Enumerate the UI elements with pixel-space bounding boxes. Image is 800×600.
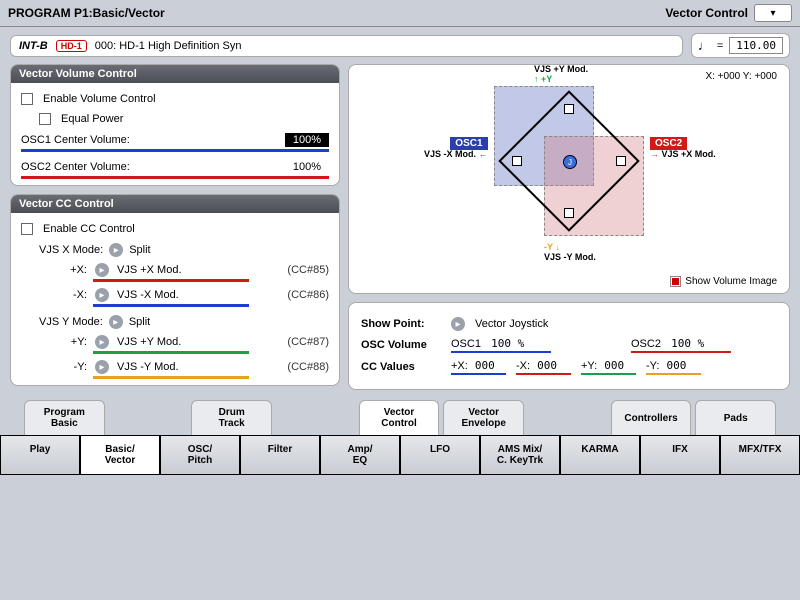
osc1-center-value[interactable]: 100%: [285, 133, 329, 147]
marker-left: [512, 156, 522, 166]
enable-cc-checkbox[interactable]: [21, 223, 33, 235]
main-tab[interactable]: KARMA: [560, 435, 640, 475]
volume-control-panel: Vector Volume Control Enable Volume Cont…: [10, 64, 340, 186]
bank-label: INT-B: [19, 40, 48, 52]
sub-tab[interactable]: ProgramBasic: [24, 400, 105, 435]
chevron-down-icon: ▾: [770, 8, 775, 19]
arrow-right-icon[interactable]: ▸: [95, 288, 109, 302]
arrow-right-icon[interactable]: ▸: [451, 317, 465, 331]
cc-control-panel: Vector CC Control Enable CC Control VJS …: [10, 194, 340, 386]
py-name[interactable]: VJS +Y Mod.: [117, 336, 279, 348]
tempo-value[interactable]: 110.00: [729, 37, 783, 54]
info-panel: Show Point: ▸ Vector Joystick OSC Volume…: [348, 302, 790, 390]
main-tab[interactable]: OSC/Pitch: [160, 435, 240, 475]
patch-name: 000: HD-1 High Definition Syn: [95, 40, 242, 52]
main-tab[interactable]: LFO: [400, 435, 480, 475]
sub-tab[interactable]: Pads: [695, 400, 776, 435]
main-tab[interactable]: IFX: [640, 435, 720, 475]
patch-selector[interactable]: INT-B HD-1 000: HD-1 High Definition Syn: [10, 35, 683, 57]
equal-power-checkbox[interactable]: [39, 113, 51, 125]
marker-top: [564, 104, 574, 114]
arrow-right-icon[interactable]: ▸: [109, 315, 123, 329]
osc2-center-label: OSC2 Center Volume:: [21, 161, 130, 173]
show-volume-image-checkbox[interactable]: [670, 276, 681, 287]
main-tabs: PlayBasic/VectorOSC/PitchFilterAmp/EQLFO…: [0, 435, 800, 475]
sub-tabs: ProgramBasic DrumTrack VectorControlVector…: [0, 394, 800, 435]
main-tab[interactable]: Amp/EQ: [320, 435, 400, 475]
enable-volume-checkbox[interactable]: [21, 93, 33, 105]
vector-visualizer: X: +000 Y: +000 J VJS +Y Mod.↑ +Y -Y ↓VJ…: [348, 64, 790, 294]
sub-tab: [109, 400, 188, 435]
quarter-note-icon: ♩: [698, 38, 711, 53]
px-name[interactable]: VJS +X Mod.: [117, 264, 279, 276]
engine-badge: HD-1: [56, 40, 87, 52]
tempo-box: ♩ = 110.00: [691, 33, 790, 58]
sub-tab: [528, 400, 607, 435]
vector-pad[interactable]: J VJS +Y Mod.↑ +Y -Y ↓VJS -Y Mod. OSC1VJ…: [494, 86, 644, 236]
main-tab[interactable]: Filter: [240, 435, 320, 475]
sub-tab[interactable]: VectorControl: [359, 400, 440, 435]
main-tab[interactable]: AMS Mix/C. KeyTrk: [480, 435, 560, 475]
main-tab[interactable]: MFX/TFX: [720, 435, 800, 475]
osc1-center-label: OSC1 Center Volume:: [21, 134, 130, 146]
x-mode-value[interactable]: Split: [129, 244, 150, 256]
show-point-value[interactable]: Vector Joystick: [475, 318, 548, 330]
arrow-right-icon[interactable]: ▸: [95, 360, 109, 374]
main-tab[interactable]: Basic/Vector: [80, 435, 160, 475]
page-subtitle: Vector Control: [665, 6, 748, 20]
panel-header: Vector Volume Control: [11, 65, 339, 83]
main-tab[interactable]: Play: [0, 435, 80, 475]
sub-tab[interactable]: VectorEnvelope: [443, 400, 524, 435]
sub-tab[interactable]: DrumTrack: [191, 400, 272, 435]
sub-tab: [276, 400, 355, 435]
menu-dropdown[interactable]: ▾: [754, 4, 792, 22]
sub-tab[interactable]: Controllers: [611, 400, 692, 435]
titlebar: PROGRAM P1:Basic/Vector Vector Control ▾: [0, 0, 800, 27]
panel-header: Vector CC Control: [11, 195, 339, 213]
nx-name[interactable]: VJS -X Mod.: [117, 289, 279, 301]
arrow-right-icon[interactable]: ▸: [95, 335, 109, 349]
marker-right: [616, 156, 626, 166]
page-title: PROGRAM P1:Basic/Vector: [8, 6, 165, 20]
arrow-right-icon[interactable]: ▸: [95, 263, 109, 277]
ny-name[interactable]: VJS -Y Mod.: [117, 361, 279, 373]
y-mode-value[interactable]: Split: [129, 316, 150, 328]
marker-bottom: [564, 208, 574, 218]
osc2-center-value[interactable]: 100%: [285, 160, 329, 174]
joystick-center-icon: J: [563, 155, 577, 169]
arrow-right-icon[interactable]: ▸: [109, 243, 123, 257]
